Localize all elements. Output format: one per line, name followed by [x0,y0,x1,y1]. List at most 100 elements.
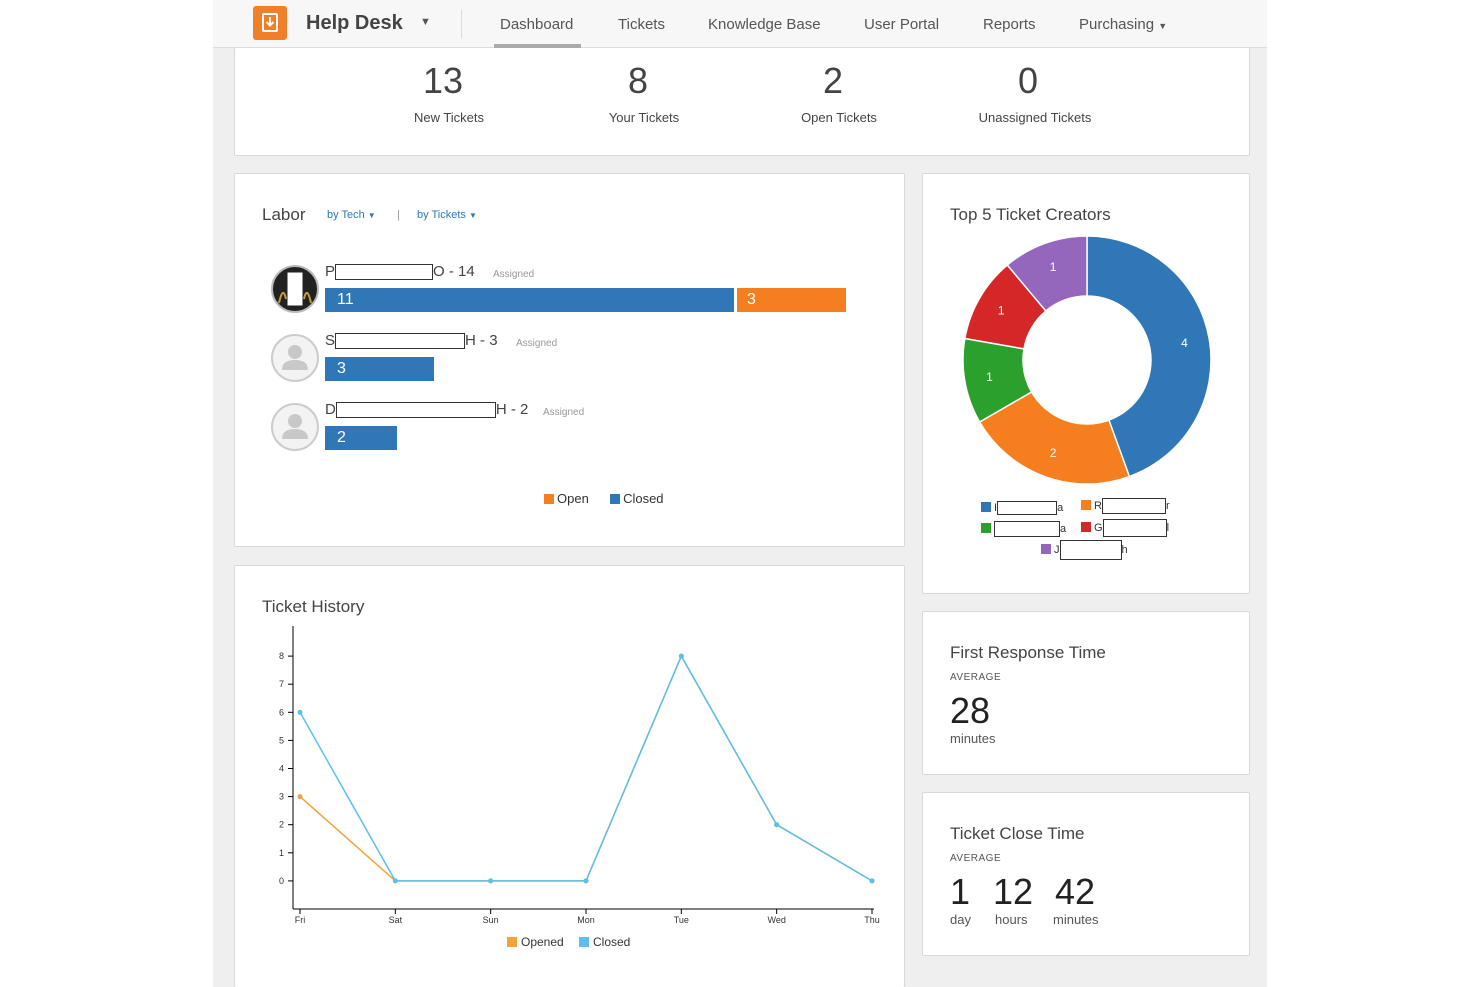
new-tickets-label[interactable]: New Tickets [413,110,485,125]
x-tick-label: Tue [674,915,689,925]
close-days-unit: day [950,912,971,927]
tab-purchasing-label: Purchasing [1079,16,1155,33]
y-tick-label: 3 [279,792,284,802]
top-creators-donut: 4 2 1 1 1 [962,235,1212,485]
series-line-opened [299,654,873,882]
closed-bar[interactable]: 11 [325,288,734,312]
first-response-unit: minutes [950,731,996,746]
data-point[interactable] [583,878,589,884]
y-tick-label: 5 [279,735,284,745]
data-point[interactable] [774,822,780,828]
x-tick-label: Mon [577,915,595,925]
avatar[interactable] [271,265,319,313]
tab-reports[interactable]: Reports [983,16,1036,33]
tech-name[interactable]: D H - 2 [325,401,529,419]
x-tick-label: Sat [389,915,403,925]
x-tick-label: Fri [295,915,306,925]
by-tech-dropdown[interactable]: by Tech ▼ [327,209,376,221]
series-line-closed [299,654,873,882]
close-time-title: Ticket Close Time [950,824,1085,843]
legend-label[interactable]: Opened [521,935,564,949]
data-point[interactable] [869,878,875,884]
data-point[interactable] [297,794,303,800]
avatar[interactable] [271,334,319,382]
legend-prefix: R [1094,499,1102,512]
tab-dashboard[interactable]: Dashboard [500,16,574,33]
creator-legend-item[interactable]: a [981,521,1066,537]
redacted-block [1101,498,1166,514]
by-tickets-dropdown[interactable]: by Tickets ▼ [417,209,477,221]
chevron-down-icon[interactable]: ▼ [420,16,431,28]
open-bar[interactable]: 3 [737,288,846,312]
app-logo-icon[interactable] [253,6,287,40]
first-response-value: 28 [950,690,991,731]
unassigned-tickets-label[interactable]: Unassigned Tickets [978,110,1092,125]
tech-name[interactable]: P O - 14 [325,263,475,281]
close-minutes-unit: minutes [1053,912,1099,927]
tech-total: - 2 [506,401,529,418]
x-tick-label: Wed [767,915,785,925]
close-time-card: Ticket Close Time AVERAGE 1 day 12 hours… [922,792,1250,956]
y-tick-label: 4 [279,764,284,774]
redacted-block [1102,519,1167,537]
average-label: AVERAGE [950,672,1002,683]
tech-name-suffix: O [433,263,445,280]
tech-name-prefix: D [325,401,336,418]
y-tick-label: 8 [279,651,284,661]
donut-slice[interactable] [1086,235,1212,478]
legend-swatch [1041,543,1051,554]
close-minutes-value: 42 [1055,871,1096,912]
closed-bar[interactable]: 3 [325,357,434,381]
ticket-history-chart: 0 1 2 3 4 5 6 7 8 Fri Sat Sun Mon Tue Wed Thu Opened Clos… [279,626,880,949]
your-tickets-count[interactable]: 8 [627,60,649,101]
tech-name-prefix: S [325,332,336,349]
top-creators-title: Top 5 Ticket Creators [950,205,1111,224]
slice-value-label: 1 [998,304,1005,318]
legend-swatch [981,522,991,533]
x-tick-label: Sun [483,915,499,925]
avatar[interactable] [271,403,319,451]
new-tickets-count[interactable]: 13 [422,60,464,101]
app-title[interactable]: Help Desk [306,12,403,34]
legend-prefix: I [994,501,998,514]
donut-slice[interactable] [1006,235,1088,313]
assigned-label: Assigned [516,338,558,349]
tab-knowledge-base[interactable]: Knowledge Base [708,16,821,33]
legend-prefix: G [1094,521,1103,534]
close-days-value: 1 [950,871,971,912]
data-point[interactable] [678,653,684,659]
open-tickets-label[interactable]: Open Tickets [801,110,877,125]
first-response-title: First Response Time [950,643,1106,662]
legend-label[interactable]: Closed [593,935,630,949]
tech-name[interactable]: S H - 3 [325,332,498,350]
closed-bar[interactable]: 2 [325,426,397,450]
data-point[interactable] [392,878,398,884]
legend-suffix: l [1166,521,1170,534]
your-tickets-label[interactable]: Your Tickets [608,110,680,125]
open-tickets-count[interactable]: 2 [822,60,844,101]
close-hours-value: 12 [993,871,1034,912]
active-tab-indicator [494,44,581,48]
chevron-down-icon: ▼ [367,211,376,220]
ticket-history-card: Ticket History 0 1 2 3 4 5 6 7 8 Fri Sat Sun Mon Tue W… [234,565,905,987]
legend-closed-label[interactable]: Closed [623,491,664,506]
legend-open-label[interactable]: Open [557,491,589,506]
legend-suffix: h [1121,543,1128,556]
chevron-down-icon: ▼ [1158,21,1168,31]
tab-purchasing[interactable]: Purchasing ▼ [1079,16,1167,33]
data-point[interactable] [297,709,303,715]
data-point[interactable] [488,878,494,884]
tab-user-portal[interactable]: User Portal [864,16,940,33]
tech-total: - 14 [444,263,475,280]
top-nav: Help Desk ▼ Dashboard Tickets Knowledge … [213,0,1267,48]
filter-separator: | [397,209,400,221]
tab-tickets[interactable]: Tickets [618,16,665,33]
unassigned-tickets-count[interactable]: 0 [1017,60,1039,101]
assigned-label: Assigned [493,269,535,280]
donut-slice[interactable] [978,390,1131,485]
